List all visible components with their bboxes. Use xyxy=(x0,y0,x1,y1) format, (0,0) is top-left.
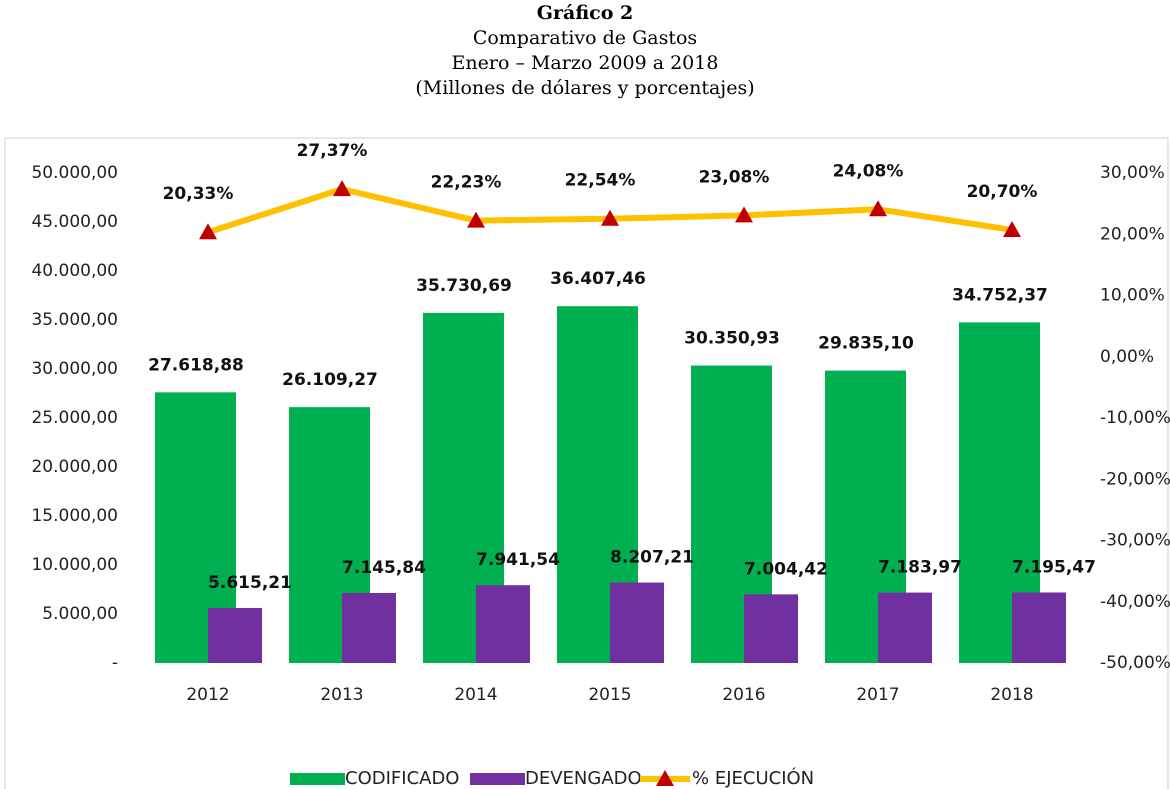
y-tick-label: 20.000,00 xyxy=(31,457,118,477)
data-label: 22,23% xyxy=(431,173,502,193)
data-label: 8.207,21 xyxy=(610,548,694,568)
marker xyxy=(601,209,619,226)
x-tick-label: 2012 xyxy=(186,685,229,705)
data-label: 5.615,21 xyxy=(208,573,292,593)
data-label: 7.004,42 xyxy=(744,559,828,579)
legend-marker xyxy=(656,770,674,786)
chart-title: Gráfico 2 xyxy=(537,2,633,24)
y2-tick-label: -10,00% xyxy=(1100,408,1170,428)
data-label: 30.350,93 xyxy=(684,329,780,349)
bar xyxy=(342,592,396,663)
data-label: 7.145,84 xyxy=(342,558,426,578)
legend-label: % EJECUCIÓN xyxy=(692,767,814,789)
data-label: 23,08% xyxy=(699,167,770,187)
chart-subtitle: Comparativo de Gastos xyxy=(473,27,697,49)
y-tick-label: 25.000,00 xyxy=(31,408,118,428)
y2-tick-label: 10,00% xyxy=(1100,286,1165,306)
y2-tick-label: -50,00% xyxy=(1100,653,1170,673)
data-label: 27,37% xyxy=(297,141,368,161)
y-tick-label: 50.000,00 xyxy=(31,163,118,183)
y2-tick-label: -20,00% xyxy=(1100,469,1170,489)
x-tick-label: 2018 xyxy=(990,685,1033,705)
data-label: 24,08% xyxy=(833,161,904,181)
y-tick-label: 5.000,00 xyxy=(42,604,118,624)
x-tick-label: 2014 xyxy=(454,685,497,705)
x-tick-label: 2015 xyxy=(588,685,631,705)
marker xyxy=(1003,220,1021,237)
legend-swatch xyxy=(290,773,345,785)
x-tick-label: 2017 xyxy=(856,685,899,705)
bar xyxy=(1012,592,1066,663)
marker xyxy=(735,206,753,223)
marker xyxy=(467,211,485,228)
y2-tick-label: 0,00% xyxy=(1100,347,1154,367)
y2-tick-label: 30,00% xyxy=(1100,163,1165,183)
legend-label: CODIFICADO xyxy=(345,768,459,789)
chart-subtitle: Enero – Marzo 2009 a 2018 xyxy=(452,52,719,74)
bar xyxy=(878,592,932,663)
y-tick-label: 35.000,00 xyxy=(31,310,118,330)
data-label: 27.618,88 xyxy=(148,355,244,375)
bar xyxy=(476,585,530,663)
data-label: 7.183,97 xyxy=(878,558,962,578)
chart-frame xyxy=(4,137,1169,789)
data-label: 20,70% xyxy=(967,182,1038,202)
data-label: 35.730,69 xyxy=(416,276,512,296)
y-tick-label: - xyxy=(112,653,118,673)
marker xyxy=(869,200,887,217)
y2-tick-label: 20,00% xyxy=(1100,224,1165,244)
y-tick-label: 10.000,00 xyxy=(31,555,118,575)
bar xyxy=(610,582,664,663)
y2-tick-label: -40,00% xyxy=(1100,592,1170,612)
data-label: 20,33% xyxy=(163,184,234,204)
marker xyxy=(333,180,351,197)
data-label: 26.109,27 xyxy=(282,370,378,390)
y2-tick-label: -30,00% xyxy=(1100,531,1170,551)
bar xyxy=(744,594,798,663)
y-tick-label: 15.000,00 xyxy=(31,506,118,526)
y-tick-label: 45.000,00 xyxy=(31,212,118,232)
x-tick-label: 2016 xyxy=(722,685,765,705)
x-tick-label: 2013 xyxy=(320,685,363,705)
y-tick-label: 40.000,00 xyxy=(31,261,118,281)
legend-swatch xyxy=(470,773,525,785)
data-label: 22,54% xyxy=(565,171,636,191)
legend-label: DEVENGADO xyxy=(525,768,642,789)
data-label: 36.407,46 xyxy=(550,269,646,289)
bar xyxy=(208,607,262,663)
chart-subtitle: (Millones de dólares y porcentajes) xyxy=(415,77,754,99)
data-label: 34.752,37 xyxy=(952,285,1048,305)
data-label: 29.835,10 xyxy=(818,334,914,354)
data-label: 7.941,54 xyxy=(476,550,560,570)
marker xyxy=(199,223,217,240)
y-tick-label: 30.000,00 xyxy=(31,359,118,379)
data-label: 7.195,47 xyxy=(1012,557,1096,577)
